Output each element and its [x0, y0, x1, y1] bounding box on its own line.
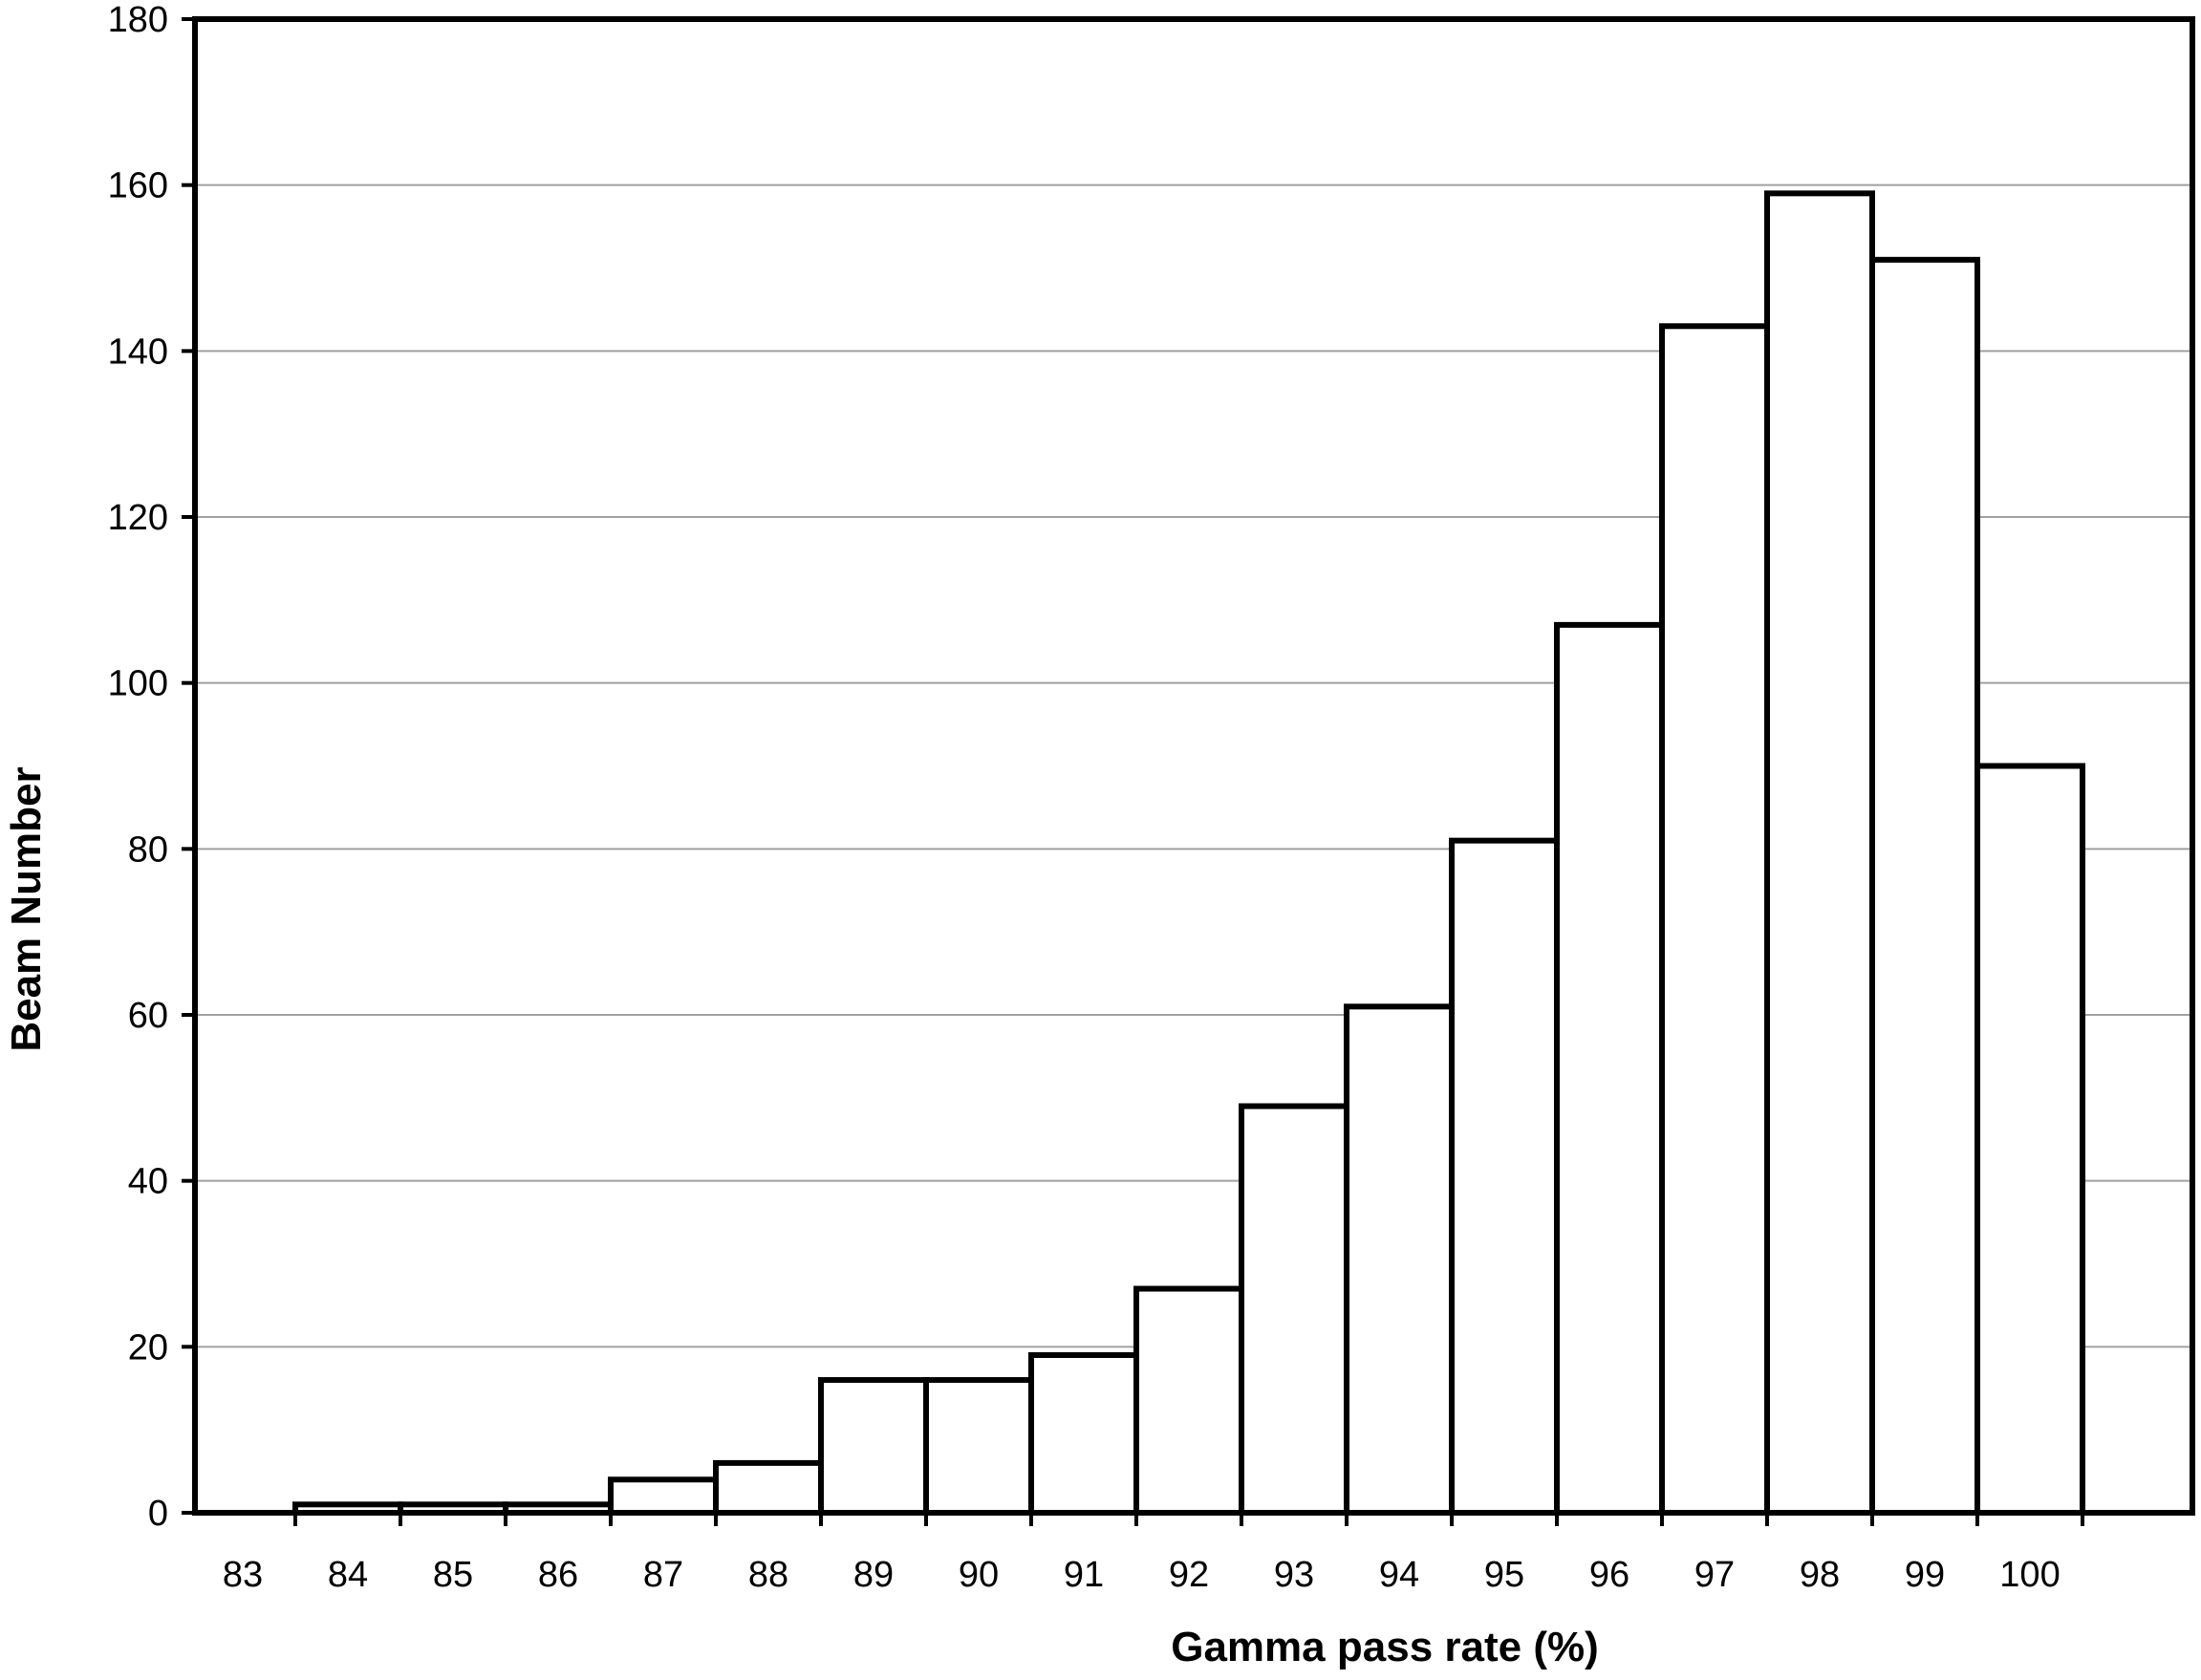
bar-92 — [1133, 1285, 1244, 1517]
x-tick-label: 91 — [1064, 1555, 1104, 1595]
x-tick-label: 97 — [1694, 1555, 1735, 1595]
bar-95 — [1449, 837, 1560, 1516]
bar-89 — [818, 1377, 929, 1516]
x-tick-label: 93 — [1274, 1555, 1314, 1595]
bar-100 — [1974, 763, 2085, 1516]
plot-frame — [192, 16, 2195, 1516]
y-tick-label: 60 — [128, 996, 168, 1036]
bar-87 — [608, 1476, 719, 1517]
bar-91 — [1028, 1352, 1139, 1517]
x-axis-ticks: 83 84 85 86 87 88 89 90 91 92 93 94 95 96 97 98 99 100 — [223, 1513, 2084, 1595]
x-axis-title: Gamma pass rate (%) — [1171, 1624, 1599, 1670]
y-tick-label: 100 — [108, 664, 168, 704]
y-axis-title: Beam Number — [3, 766, 50, 1051]
y-tick-label: 120 — [108, 498, 168, 538]
bar-98 — [1764, 190, 1875, 1517]
bar-97 — [1659, 323, 1770, 1516]
x-tick-label: 98 — [1800, 1555, 1840, 1595]
x-tick-label: 83 — [223, 1555, 263, 1595]
y-tick-label: 160 — [108, 166, 168, 206]
y-tick-label: 20 — [128, 1327, 168, 1368]
bar-88 — [713, 1459, 824, 1517]
bar-93 — [1239, 1103, 1349, 1517]
y-tick-label: 0 — [148, 1494, 168, 1534]
y-tick-label: 80 — [128, 829, 168, 870]
x-tick-label: 94 — [1379, 1555, 1419, 1595]
x-tick-label: 87 — [643, 1555, 683, 1595]
x-tick-label: 99 — [1905, 1555, 1945, 1595]
y-tick-label: 140 — [108, 332, 168, 372]
x-tick-label: 92 — [1169, 1555, 1209, 1595]
bar-94 — [1344, 1003, 1455, 1516]
x-tick-label: 95 — [1484, 1555, 1524, 1595]
bar-90 — [923, 1377, 1034, 1516]
y-axis-ticks: 0 20 40 60 80 100 120 140 160 180 — [108, 0, 195, 1534]
y-tick-label: 180 — [108, 0, 168, 40]
bar-96 — [1554, 621, 1665, 1516]
x-tick-label: 85 — [433, 1555, 473, 1595]
x-tick-label: 100 — [1999, 1555, 2060, 1595]
bars — [292, 190, 2085, 1517]
x-tick-label: 89 — [853, 1555, 894, 1595]
grid-lines — [195, 183, 2192, 1348]
y-tick-label: 40 — [128, 1162, 168, 1202]
bar-99 — [1869, 256, 1980, 1517]
x-tick-label: 90 — [959, 1555, 999, 1595]
x-tick-label: 96 — [1589, 1555, 1629, 1595]
x-tick-label: 88 — [748, 1555, 788, 1595]
x-tick-label: 86 — [538, 1555, 578, 1595]
x-tick-label: 84 — [328, 1555, 368, 1595]
